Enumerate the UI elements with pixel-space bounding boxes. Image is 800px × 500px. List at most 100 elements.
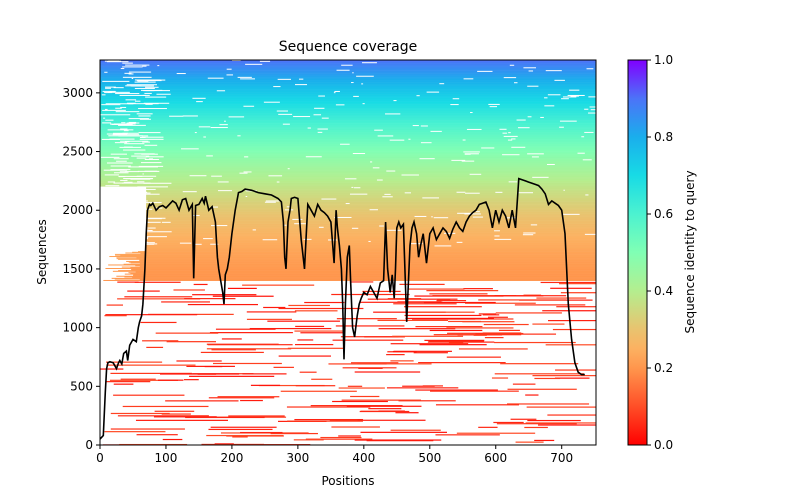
gap: [450, 104, 459, 106]
alignment-row: [146, 213, 596, 215]
alignment-fragment: [117, 298, 201, 300]
gap: [382, 196, 393, 198]
alignment-row: [100, 130, 596, 132]
gap: [133, 218, 162, 220]
gap: [318, 95, 325, 97]
alignment-fragment: [310, 405, 403, 407]
alignment-row: [100, 123, 596, 125]
alignment-row: [100, 139, 596, 141]
gap: [194, 243, 202, 245]
alignment-fragment: [113, 383, 134, 385]
alignment-row: [100, 136, 596, 138]
colorbar-ticks: 0.0 0.2 0.4 0.6 0.8 1.0: [647, 53, 673, 452]
gap: [226, 74, 234, 76]
gap: [356, 75, 374, 77]
alignment-fragment: [120, 378, 156, 380]
alignment-fragment: [331, 426, 380, 428]
gap: [530, 224, 538, 226]
alignment-fragment: [478, 313, 497, 315]
alignment-fragment: [359, 410, 410, 413]
alignment-row: [100, 85, 596, 87]
alignment-row: [146, 213, 596, 215]
alignment-row: [146, 187, 596, 189]
alignment-fragment: [270, 432, 318, 435]
y-tick-label: 2000: [62, 203, 93, 217]
alignment-row: [146, 222, 596, 224]
gap: [457, 212, 474, 214]
alignment-row: [146, 189, 596, 191]
colorbar-label: Sequence identity to query: [683, 170, 697, 333]
y-tick-label: 3000: [62, 86, 93, 100]
gap: [101, 104, 121, 106]
alignment-row: [100, 147, 596, 149]
gap: [294, 84, 308, 86]
gap: [276, 110, 289, 112]
gap: [111, 123, 133, 125]
gap: [120, 140, 149, 142]
gap: [237, 76, 252, 78]
alignment-fragment: [498, 329, 520, 332]
alignment-row: [100, 103, 596, 105]
gap: [282, 123, 290, 125]
colorbar-tick-label: 0.4: [654, 284, 673, 298]
alignment-row: [100, 150, 596, 152]
gap: [265, 200, 281, 202]
gap: [514, 82, 518, 84]
alignment-row: [146, 188, 596, 190]
gap: [110, 165, 131, 167]
alignment-fragment: [404, 314, 482, 317]
alignment-row: [121, 266, 596, 268]
alignment-fragment: [395, 412, 419, 414]
alignment-row: [146, 192, 596, 194]
gap: [362, 103, 365, 105]
alignment-fragment: [404, 306, 482, 308]
alignment-row: [100, 94, 596, 96]
gap: [318, 226, 324, 228]
gap: [523, 232, 536, 234]
gap: [105, 119, 114, 121]
alignment-row: [146, 205, 596, 207]
alignment-row: [100, 144, 596, 146]
alignment-row: [100, 118, 596, 120]
gap: [570, 95, 579, 97]
alignment-fragment: [392, 351, 417, 353]
gap: [278, 113, 293, 115]
alignment-row: [146, 236, 596, 238]
alignment-row: [146, 206, 596, 208]
alignment-row: [100, 63, 596, 65]
alignment-row: [100, 117, 596, 119]
gap: [408, 138, 411, 140]
gap: [157, 65, 160, 67]
alignment-row: [146, 228, 596, 230]
gap: [125, 171, 139, 173]
gap: [124, 243, 155, 245]
alignment-row: [146, 230, 596, 232]
alignment-row: [100, 83, 596, 85]
alignment-row: [100, 146, 596, 148]
alignment-row: [100, 82, 596, 84]
alignment-row: [111, 277, 596, 279]
alignment-row: [100, 99, 596, 101]
alignment-row: [100, 148, 596, 150]
gap: [217, 181, 229, 183]
alignment-fragment: [418, 362, 506, 364]
gap: [145, 231, 172, 233]
gap: [244, 156, 249, 158]
alignment-fragment: [232, 436, 248, 438]
gap: [196, 101, 203, 103]
alignment-row: [146, 232, 596, 234]
alignment-fragment: [109, 379, 178, 381]
alignment-row: [146, 248, 596, 250]
alignment-row: [100, 184, 596, 186]
alignment-fragment: [294, 330, 345, 332]
alignment-row: [146, 248, 596, 250]
alignment-fragment: [124, 296, 193, 298]
gap: [139, 236, 167, 238]
alignment-row: [100, 181, 596, 183]
alignment-row: [100, 106, 596, 108]
gap: [341, 64, 353, 66]
alignment-fragment: [335, 325, 405, 327]
gap: [239, 172, 248, 174]
gap: [412, 125, 419, 127]
